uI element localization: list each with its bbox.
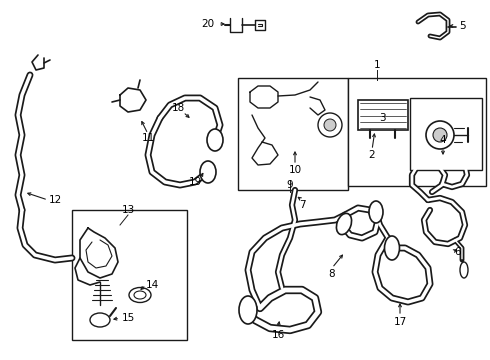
Ellipse shape [90, 313, 110, 327]
Text: 16: 16 [271, 330, 285, 340]
Ellipse shape [369, 201, 383, 223]
Bar [72, 210, 187, 340]
Text: 11: 11 [142, 133, 155, 143]
Text: 17: 17 [393, 317, 407, 327]
Ellipse shape [460, 262, 468, 278]
Text: 4: 4 [440, 135, 446, 145]
Circle shape [324, 119, 336, 131]
Text: 12: 12 [49, 195, 62, 205]
Text: 14: 14 [146, 280, 159, 290]
Text: 13: 13 [122, 205, 135, 215]
Text: 9: 9 [287, 180, 294, 190]
Text: 10: 10 [289, 165, 301, 175]
Ellipse shape [129, 288, 151, 302]
Ellipse shape [134, 291, 146, 299]
Circle shape [318, 113, 342, 137]
Ellipse shape [385, 236, 399, 260]
Text: 15: 15 [122, 313, 135, 323]
Text: 2: 2 [368, 150, 375, 160]
Text: 3: 3 [379, 113, 385, 123]
Bar [238, 78, 348, 190]
Bar [348, 78, 486, 186]
Circle shape [433, 128, 447, 142]
Text: 7: 7 [299, 200, 305, 210]
Ellipse shape [207, 129, 223, 151]
Text: 20: 20 [201, 19, 215, 29]
Ellipse shape [337, 213, 352, 235]
Text: 19: 19 [188, 177, 201, 187]
Text: 1: 1 [374, 60, 380, 70]
Text: 6: 6 [455, 247, 461, 257]
Text: 8: 8 [329, 269, 335, 279]
Bar [358, 100, 408, 130]
Ellipse shape [239, 296, 257, 324]
Ellipse shape [200, 161, 216, 183]
Bar [410, 98, 482, 170]
Text: 5: 5 [459, 21, 466, 31]
Text: 18: 18 [172, 103, 185, 113]
Circle shape [426, 121, 454, 149]
